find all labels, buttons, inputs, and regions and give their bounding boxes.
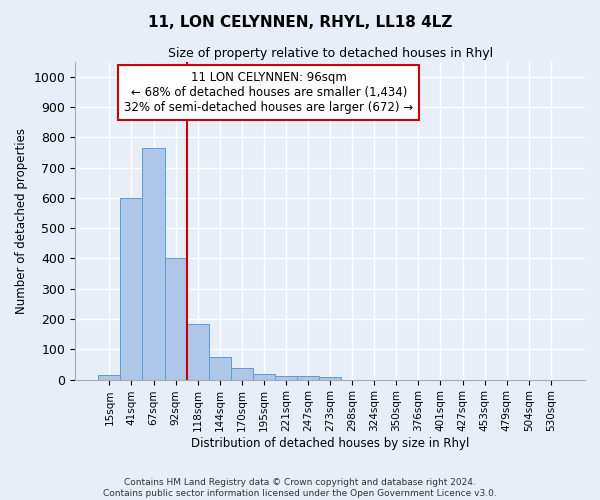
Bar <box>142 148 164 380</box>
Y-axis label: Number of detached properties: Number of detached properties <box>15 128 28 314</box>
X-axis label: Distribution of detached houses by size in Rhyl: Distribution of detached houses by size … <box>191 437 469 450</box>
Bar <box>253 374 275 380</box>
Bar <box>187 324 209 380</box>
Bar <box>164 258 187 380</box>
Text: 11 LON CELYNNEN: 96sqm
← 68% of detached houses are smaller (1,434)
32% of semi-: 11 LON CELYNNEN: 96sqm ← 68% of detached… <box>124 71 413 114</box>
Bar <box>319 377 341 380</box>
Title: Size of property relative to detached houses in Rhyl: Size of property relative to detached ho… <box>167 48 493 60</box>
Bar <box>297 376 319 380</box>
Bar <box>209 357 231 380</box>
Text: 11, LON CELYNNEN, RHYL, LL18 4LZ: 11, LON CELYNNEN, RHYL, LL18 4LZ <box>148 15 452 30</box>
Bar <box>98 375 121 380</box>
Bar <box>231 368 253 380</box>
Bar <box>121 198 142 380</box>
Text: Contains HM Land Registry data © Crown copyright and database right 2024.
Contai: Contains HM Land Registry data © Crown c… <box>103 478 497 498</box>
Bar <box>275 376 297 380</box>
